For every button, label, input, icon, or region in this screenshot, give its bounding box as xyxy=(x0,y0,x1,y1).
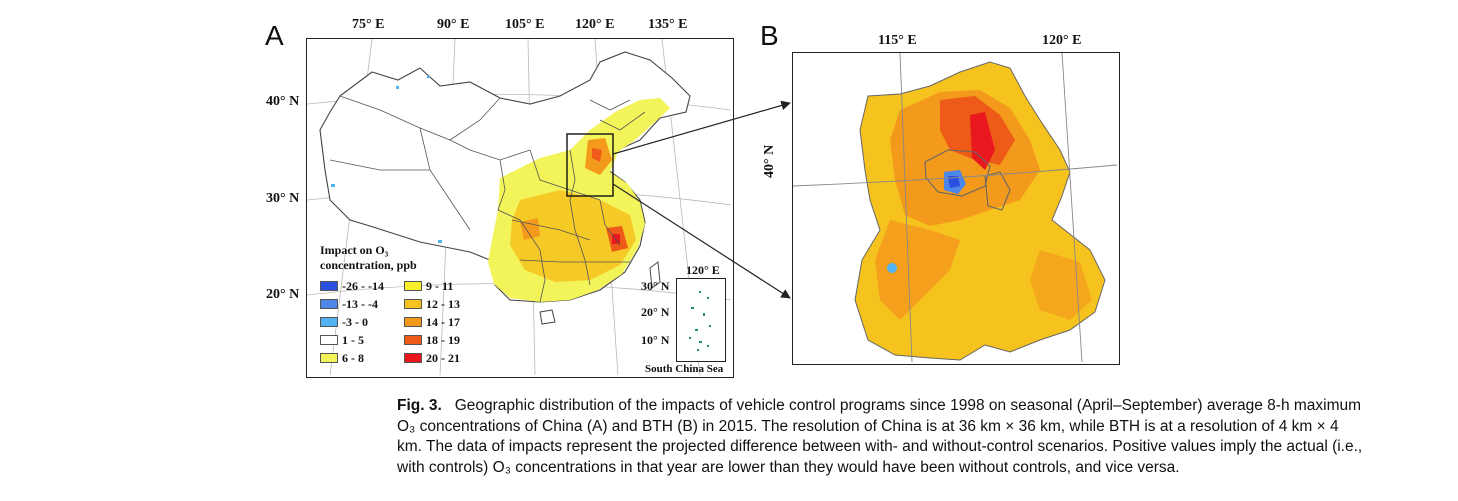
bth-map xyxy=(793,53,1117,362)
legend-label: 1 - 5 xyxy=(342,332,364,347)
impact-legend: Impact on O₃ concentration, ppb -26 - -1… xyxy=(320,243,494,365)
legend-swatch xyxy=(404,299,422,309)
legend-label: 18 - 19 xyxy=(426,332,460,347)
legend-swatch xyxy=(404,317,422,327)
china-lon-105: 105° E xyxy=(505,17,545,32)
legend-item: 20 - 21 xyxy=(404,351,494,365)
china-lon-90: 90° E xyxy=(437,17,470,32)
inset-lat-10: 10° N xyxy=(641,333,670,347)
legend-title-line1: Impact on O₃ xyxy=(320,243,389,257)
legend-label: -3 - 0 xyxy=(342,314,368,329)
china-lat-40: 40° N xyxy=(266,94,300,109)
china-lon-135: 135° E xyxy=(648,17,688,32)
legend-item: 6 - 8 xyxy=(320,351,404,365)
inset-lat-20: 20° N xyxy=(641,305,670,319)
legend-swatch xyxy=(404,335,422,345)
zoom-arrow-bottom xyxy=(612,183,791,299)
legend-item: -3 - 0 xyxy=(320,315,404,329)
legend-item: 14 - 17 xyxy=(404,315,494,329)
legend-swatch xyxy=(404,281,422,291)
legend-swatch xyxy=(320,353,338,363)
panel-b-letter: B xyxy=(760,20,779,51)
legend-label: -13 - -4 xyxy=(342,296,378,311)
legend-swatch xyxy=(320,299,338,309)
south-china-sea-inset xyxy=(676,278,726,362)
legend-item: -13 - -4 xyxy=(320,297,404,311)
legend-item: 1 - 5 xyxy=(320,333,404,347)
legend-grid: -26 - -14 9 - 11 -13 - -4 12 - 13 -3 - 0 14 -… xyxy=(320,279,494,365)
legend-label: 14 - 17 xyxy=(426,314,460,329)
china-lon-120: 120° E xyxy=(575,17,615,32)
bth-lon-115: 115° E xyxy=(878,33,917,48)
legend-swatch xyxy=(320,335,338,345)
legend-label: 6 - 8 xyxy=(342,350,364,365)
zoom-arrow-top xyxy=(612,100,791,155)
inset-sea-label: South China Sea xyxy=(645,363,724,375)
legend-label: -26 - -14 xyxy=(342,278,384,293)
legend-item: 9 - 11 xyxy=(404,279,494,293)
caption-text: Geographic distribution of the impacts o… xyxy=(397,397,1363,476)
inset-lat-30: 30° N xyxy=(641,279,670,293)
caption-fig-label: Fig. 3. xyxy=(397,397,442,414)
bth-highlight-box xyxy=(566,133,614,197)
inset-lon-120: 120° E xyxy=(686,263,720,277)
legend-item: 18 - 19 xyxy=(404,333,494,347)
legend-item: -26 - -14 xyxy=(320,279,404,293)
china-lon-75: 75° E xyxy=(352,17,385,32)
legend-title-line2: concentration, ppb xyxy=(320,258,417,272)
legend-label: 9 - 11 xyxy=(426,278,454,293)
legend-label: 20 - 21 xyxy=(426,350,460,365)
legend-swatch xyxy=(320,281,338,291)
bth-lat-40: 40° N xyxy=(762,144,777,178)
china-outline xyxy=(319,51,691,325)
figure-caption: Fig. 3. Geographic distribution of the i… xyxy=(397,396,1367,478)
china-lat-30: 30° N xyxy=(266,191,300,206)
china-lat-20: 20° N xyxy=(266,287,300,302)
bth-lon-120: 120° E xyxy=(1042,33,1082,48)
legend-swatch xyxy=(404,353,422,363)
legend-label: 12 - 13 xyxy=(426,296,460,311)
legend-item: 12 - 13 xyxy=(404,297,494,311)
legend-swatch xyxy=(320,317,338,327)
panel-a-letter: A xyxy=(265,20,284,51)
